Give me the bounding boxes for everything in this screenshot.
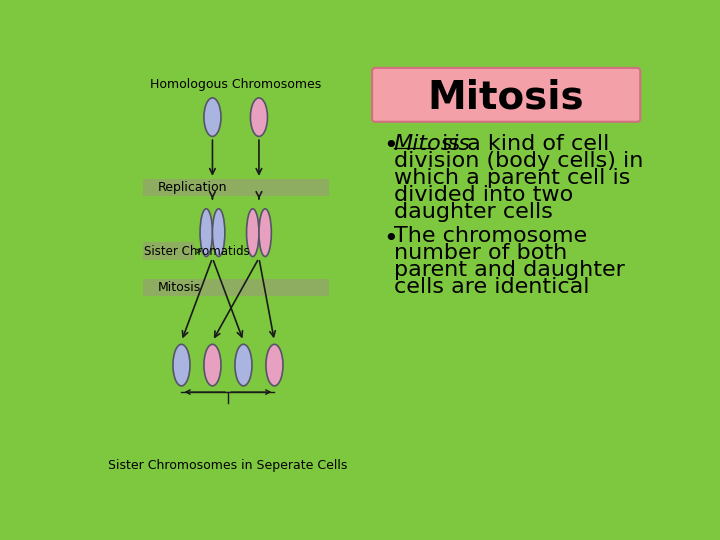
- Text: divided into two: divided into two: [394, 185, 573, 205]
- Bar: [143, 179, 329, 195]
- Ellipse shape: [246, 209, 259, 256]
- Text: Sister Chromatids: Sister Chromatids: [144, 245, 250, 258]
- Ellipse shape: [204, 345, 221, 386]
- Text: is a kind of cell: is a kind of cell: [435, 134, 609, 154]
- Text: •: •: [383, 134, 397, 158]
- Text: division (body cells) in: division (body cells) in: [394, 151, 643, 171]
- Text: Mitosis: Mitosis: [158, 281, 202, 294]
- Ellipse shape: [204, 98, 221, 137]
- Text: parent and daughter: parent and daughter: [394, 260, 625, 280]
- Text: which a parent cell is: which a parent cell is: [394, 168, 630, 188]
- Text: Replication: Replication: [158, 181, 228, 194]
- Text: •: •: [383, 226, 397, 251]
- Ellipse shape: [235, 345, 252, 386]
- Text: Mitosis: Mitosis: [428, 78, 585, 116]
- Text: cells are identical: cells are identical: [394, 278, 589, 298]
- Text: The chromosome: The chromosome: [394, 226, 587, 246]
- Ellipse shape: [259, 209, 271, 256]
- Ellipse shape: [266, 345, 283, 386]
- FancyBboxPatch shape: [372, 68, 640, 122]
- Text: number of both: number of both: [394, 244, 567, 264]
- Ellipse shape: [173, 345, 190, 386]
- Bar: [143, 279, 329, 296]
- Bar: [143, 242, 194, 260]
- Text: Homologous Chromosomes: Homologous Chromosomes: [150, 78, 321, 91]
- Text: Mitosis: Mitosis: [394, 134, 471, 154]
- Text: daughter cells: daughter cells: [394, 202, 553, 222]
- Text: Sister Chromosomes in Seperate Cells: Sister Chromosomes in Seperate Cells: [108, 458, 348, 472]
- Ellipse shape: [251, 98, 267, 137]
- Ellipse shape: [200, 209, 212, 256]
- Ellipse shape: [212, 209, 225, 256]
